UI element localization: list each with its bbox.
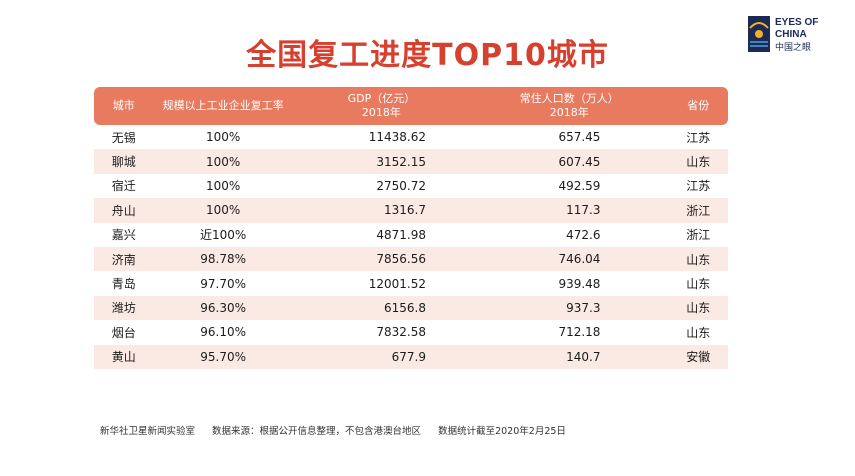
rate-cell: 95.70%	[200, 349, 247, 364]
header-city-label: 城市	[112, 99, 135, 112]
logo-line3: 中国之眼	[775, 42, 812, 52]
footer-org: 新华社卫星新闻实验室	[100, 426, 196, 437]
table-row: 宿迁 100% 2750.72 492.59 江苏	[94, 174, 728, 198]
table-body: 无锡 100% 11438.62 657.45 江苏 聊城 100% 3152.15 607.4…	[94, 125, 728, 369]
logo-line1: EYES OF	[775, 17, 819, 28]
table-row: 嘉兴 近100% 4871.98 472.6 浙江	[94, 223, 728, 247]
table-row: 潍坊 96.30% 6156.8 937.3 山东	[94, 295, 728, 321]
header-gdp: GDP（亿元） 2018年	[293, 87, 470, 125]
city-cell: 舟山	[111, 203, 136, 218]
city-cell: 嘉兴	[111, 228, 136, 243]
table-row: 无锡 100% 11438.62 657.45 江苏	[94, 125, 728, 149]
footer: 新华社卫星新闻实验室 数据来源：根据公开信息整理，不包含港澳台地区 数据统计截至…	[100, 423, 580, 437]
city-cell: 宿迁	[111, 179, 136, 194]
gdp-cell: 2750.72	[376, 178, 427, 193]
rate-cell: 100%	[206, 154, 241, 169]
rate-cell: 100%	[206, 130, 241, 145]
table-row: 黄山 95.70% 677.9 140.7 安徽	[94, 344, 728, 369]
city-cell: 潍坊	[111, 301, 136, 316]
province-cell: 山东	[686, 301, 711, 316]
gdp-cell: 3152.15	[376, 154, 427, 169]
province-cell: 江苏	[686, 179, 711, 194]
population-cell: 117.3	[566, 203, 601, 218]
rate-cell: 100%	[206, 203, 241, 218]
gdp-cell: 6156.8	[384, 300, 427, 315]
header-pop: 常住人口数（万人） 2018年	[470, 87, 668, 125]
city-cell: 烟台	[111, 325, 136, 340]
gdp-cell: 7856.56	[376, 252, 427, 267]
rate-cell: 96.10%	[200, 325, 247, 340]
logo-line2: CHINA	[775, 29, 807, 40]
header-gdp-year: 2018年	[361, 106, 401, 119]
recovery-table: 城市 规模以上工业企业复工率 GDP（亿元） 2018年 常住人口数（万人） 2…	[94, 87, 728, 369]
header-rate: 规模以上工业企业复工率	[154, 87, 293, 125]
province-cell: 山东	[686, 155, 711, 170]
population-cell: 746.04	[558, 252, 601, 267]
table-header: 城市 规模以上工业企业复工率 GDP（亿元） 2018年 常住人口数（万人） 2…	[94, 87, 728, 125]
population-cell: 657.45	[558, 130, 601, 145]
province-cell: 山东	[686, 325, 711, 340]
province-cell: 浙江	[686, 203, 711, 218]
population-cell: 937.3	[566, 300, 601, 315]
rate-cell: 100%	[206, 178, 241, 193]
header-province-label: 省份	[687, 99, 710, 112]
rate-cell: 97.70%	[200, 276, 247, 291]
eyes-of-china-logo: EYES OF CHINA 中国之眼	[747, 14, 827, 58]
header-row: 城市 规模以上工业企业复工率 GDP（亿元） 2018年 常住人口数（万人） 2…	[94, 87, 728, 125]
table-row: 烟台 96.10% 7832.58 712.18 山东	[94, 320, 728, 344]
header-province: 省份	[668, 87, 728, 125]
gdp-cell: 677.9	[391, 349, 427, 364]
population-cell: 492.59	[558, 178, 601, 193]
table-row: 青岛 97.70% 12001.52 939.48 山东	[94, 271, 728, 295]
footer-cutoff: 数据统计截至2020年2月25日	[438, 426, 566, 437]
gdp-cell: 7832.58	[376, 325, 427, 340]
population-cell: 140.7	[566, 349, 601, 364]
footer-source: 数据来源：根据公开信息整理，不包含港澳台地区	[212, 426, 422, 437]
province-cell: 山东	[686, 252, 711, 267]
rate-cell: 98.78%	[200, 252, 247, 267]
rate-cell: 近100%	[200, 228, 247, 243]
population-cell: 607.45	[558, 154, 601, 169]
province-cell: 浙江	[686, 228, 711, 243]
gdp-cell: 11438.62	[368, 130, 427, 145]
population-cell: 712.18	[558, 325, 601, 340]
city-cell: 济南	[111, 252, 136, 267]
gdp-cell: 1316.7	[384, 203, 427, 218]
gdp-cell: 12001.52	[368, 276, 427, 291]
table-row: 舟山 100% 1316.7 117.3 浙江	[94, 198, 728, 223]
table-row: 济南 98.78% 7856.56 746.04 山东	[94, 246, 728, 272]
logo-text: EYES OF CHINA 中国之眼	[775, 17, 818, 53]
header-pop-year: 2018年	[549, 106, 589, 119]
gdp-cell: 4871.98	[376, 227, 427, 242]
city-cell: 黄山	[111, 350, 136, 365]
population-cell: 939.48	[558, 276, 601, 291]
rate-cell: 96.30%	[200, 300, 247, 315]
population-cell: 472.6	[566, 227, 601, 242]
page-title: 全国复工进度TOP10城市	[246, 38, 609, 73]
table-row: 聊城 100% 3152.15 607.45 山东	[94, 149, 728, 174]
header-pop-label: 常住人口数（万人）	[519, 92, 619, 105]
city-cell: 无锡	[111, 130, 136, 145]
province-cell: 安徽	[686, 350, 711, 365]
header-city: 城市	[94, 87, 154, 125]
city-cell: 聊城	[111, 155, 136, 170]
city-cell: 青岛	[111, 277, 136, 292]
header-gdp-label: GDP（亿元）	[347, 92, 416, 105]
logo-mark-icon	[748, 16, 770, 52]
province-cell: 山东	[686, 277, 711, 292]
province-cell: 江苏	[686, 130, 711, 145]
header-rate-label: 规模以上工业企业复工率	[162, 99, 284, 112]
